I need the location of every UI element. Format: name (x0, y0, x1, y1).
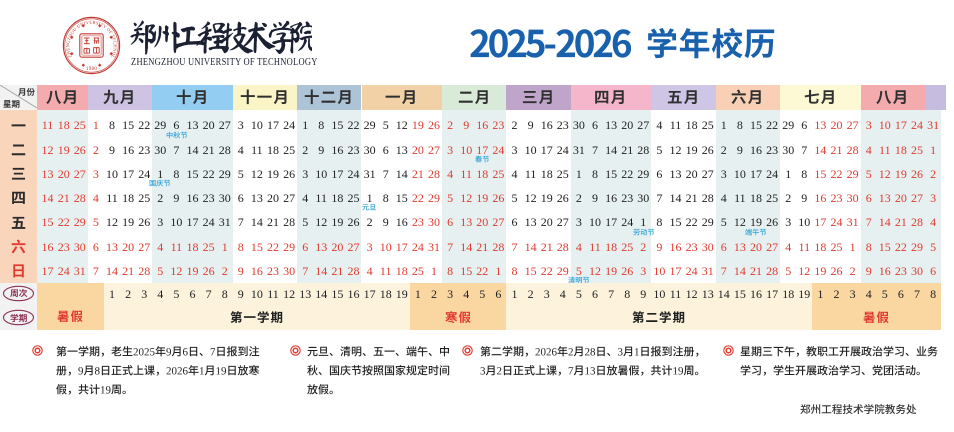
svg-text:· 1980 ·: · 1980 · (82, 67, 100, 72)
